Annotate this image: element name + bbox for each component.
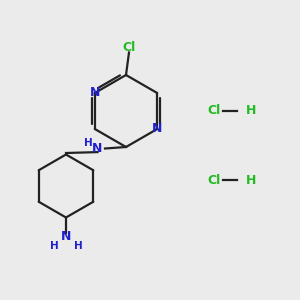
Text: H: H: [50, 241, 58, 251]
Text: Cl: Cl: [122, 40, 136, 54]
Text: H: H: [74, 241, 82, 251]
Text: H: H: [246, 173, 256, 187]
Text: H: H: [84, 137, 93, 148]
Text: N: N: [90, 86, 100, 100]
Text: Cl: Cl: [207, 104, 220, 118]
Text: N: N: [152, 122, 162, 136]
Text: H: H: [246, 104, 256, 118]
Text: N: N: [61, 230, 71, 244]
Text: Cl: Cl: [207, 173, 220, 187]
Text: N: N: [92, 142, 103, 155]
